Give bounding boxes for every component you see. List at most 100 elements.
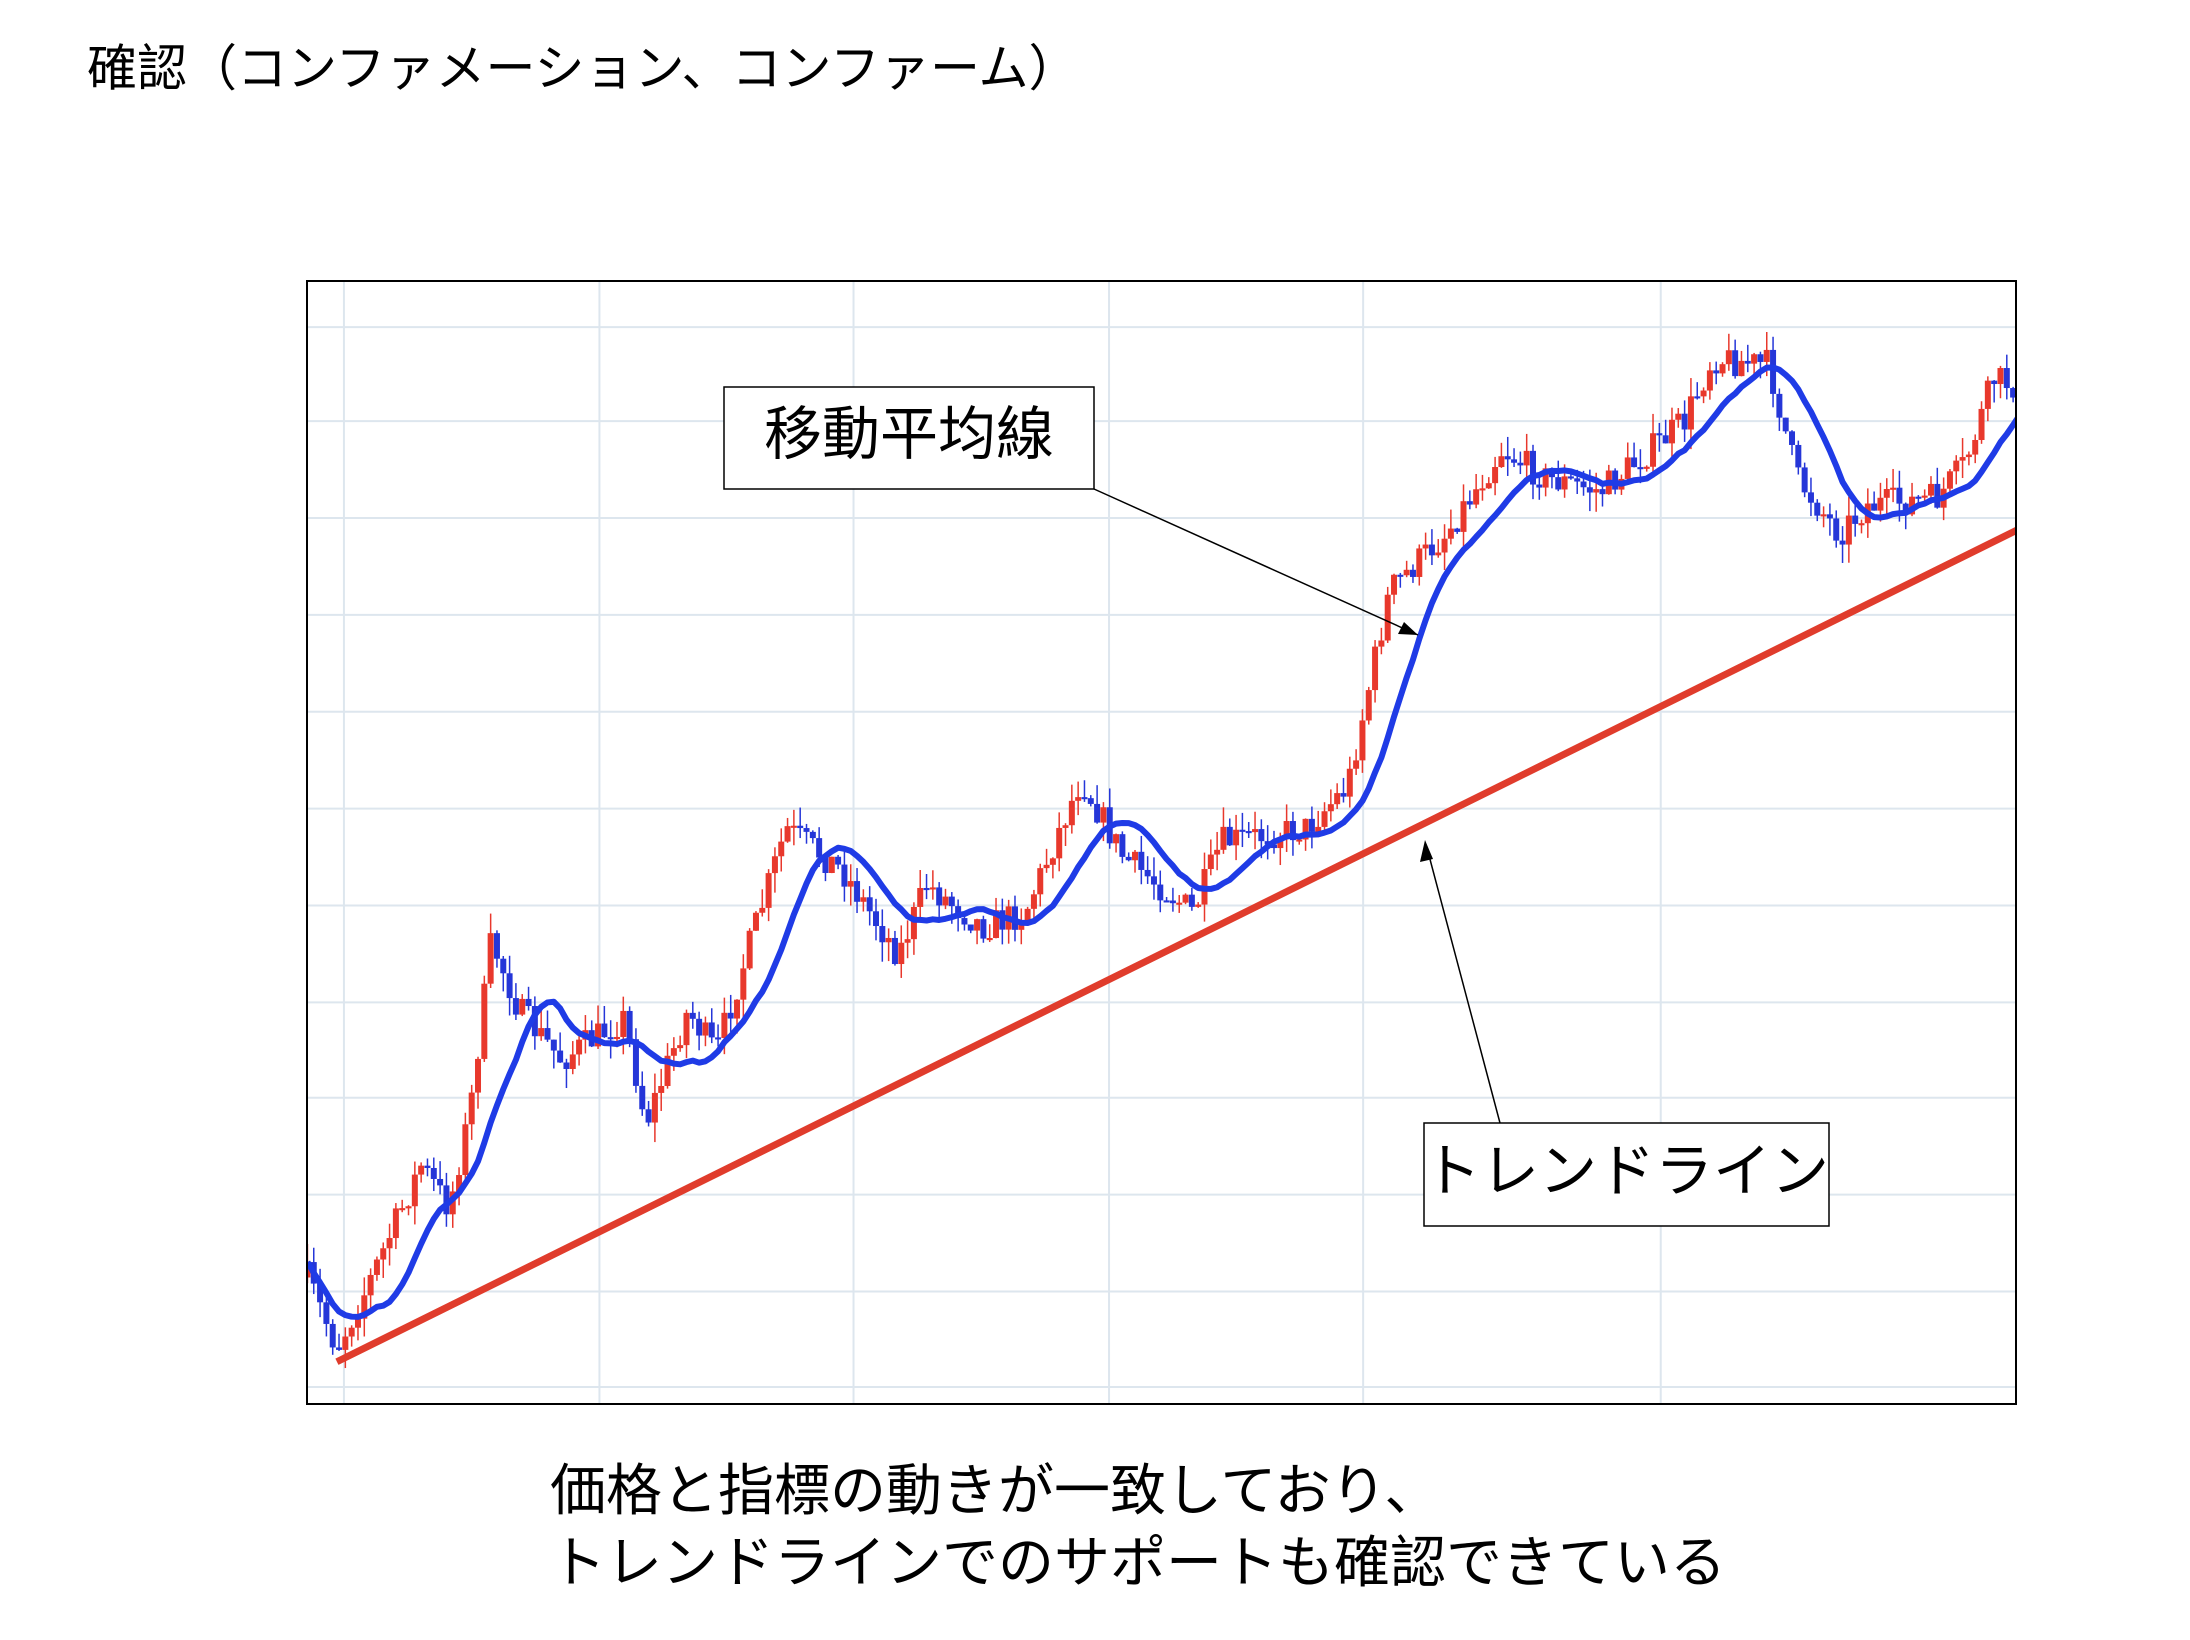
candle-body [569,1054,576,1069]
candle-body [803,828,810,832]
candle-body [1498,456,1505,468]
candle-body [1725,350,1732,365]
candle-body [1542,468,1549,488]
candle-body [1839,540,1846,545]
candle-body [967,924,974,931]
candle-body [1984,380,1991,409]
candle-body [1915,496,1922,499]
candle-body [790,825,797,828]
candle-body [1574,478,1581,482]
candle-body [1997,368,2004,385]
candle-body [1593,489,1600,493]
candle-body [885,937,892,943]
candle-body [563,1062,570,1069]
candle-body [1081,797,1088,800]
arrow-head [1398,622,1418,635]
pointer-line [1093,488,1419,636]
candle-body [1643,466,1650,469]
candle-body [512,998,519,1015]
candle-body [702,1022,709,1036]
candle-body [1650,433,1657,467]
candle-body [835,856,842,865]
candle-body [500,958,507,974]
candle-body [879,926,886,943]
candle-body [1296,839,1303,842]
candle-body [809,831,816,839]
candle-body [1972,439,1979,455]
candle-body [361,1295,368,1319]
candle-body [1959,457,1966,461]
candle-body [538,1028,545,1037]
candle-body [443,1185,450,1215]
candle-body [336,1347,343,1350]
candle-body [1858,523,1865,526]
candle-body [1132,851,1139,861]
candle-body [367,1274,374,1296]
candle-body [354,1318,361,1328]
candle-body [1239,829,1246,832]
candle-body [1946,471,1953,489]
candle-body [1517,462,1524,466]
caption-line: トレンドラインでのサポートも確認できている [550,1531,1726,1596]
candle-body [847,881,854,887]
candle-body [664,1055,671,1086]
candle-body [380,1248,387,1260]
candle-body [1043,864,1050,869]
candle-body [1466,501,1473,505]
candle-body [651,1092,658,1123]
candle-body [1277,839,1284,849]
candle-body [550,1039,557,1051]
trend-line [335,526,2016,1365]
candle-body [645,1109,652,1123]
candle-body [1719,364,1726,374]
candle-body [752,912,759,931]
candle-body [601,1023,608,1038]
candle-body [942,896,949,906]
candle-body [1504,456,1511,460]
candle-body [1706,370,1713,391]
candle-body [866,897,873,912]
candle-body [929,887,936,890]
candle-body [1188,894,1195,907]
candle-body [399,1208,406,1211]
candle-body [1662,435,1669,444]
candle-body [1163,900,1170,903]
candle-body [734,999,741,1019]
candle-body [1068,800,1075,826]
candle-body [1492,467,1499,484]
candle-body [1365,690,1372,721]
candle-body [1182,894,1189,903]
candle-body [1991,380,1998,385]
candle-body [683,1012,690,1046]
candle-body [1403,569,1410,576]
candle-body [1289,821,1296,841]
pointer-line [1426,847,1501,1124]
candle-body [1511,459,1518,463]
label-moving-average: 移動平均線 [764,400,1054,468]
candle-body [1807,492,1814,503]
candle-body [1220,826,1227,850]
candle-body [1883,489,1890,498]
candle-body [1049,858,1056,865]
candle-body [759,907,766,913]
candle-body [1681,413,1688,430]
candle-body [1567,476,1574,479]
candle-body [557,1050,564,1063]
candle-body [1157,884,1164,901]
candle-body [860,897,867,902]
candle-body [1965,454,1972,458]
candle-body [1454,528,1461,532]
candle-body [1435,552,1442,556]
candle-body [784,826,791,842]
candle-body [493,933,500,959]
label-box [1423,1122,1830,1227]
candle-body [1795,444,1802,468]
candle-body [740,968,747,1000]
candle-body [1820,514,1827,517]
candle-body [613,1036,620,1040]
candle-body [1700,390,1707,397]
candle-body [1113,834,1120,844]
candle-body [771,856,778,874]
candle-body [816,838,823,858]
